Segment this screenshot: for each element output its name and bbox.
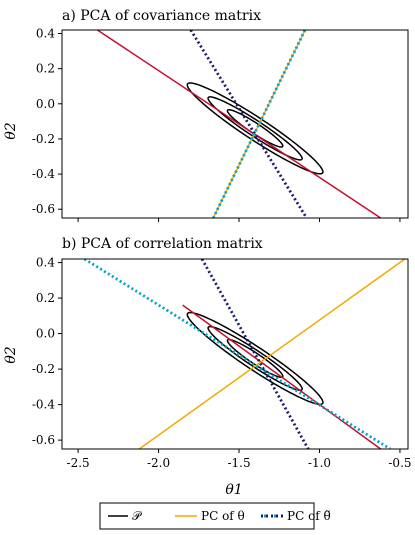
panel-covariance: a) PCA of covariance matrix θ2 0.4 0.2 0.0…: [3, 8, 409, 222]
x-tick-label: -1.0: [308, 456, 331, 470]
pc-theta-minor-line: [138, 259, 406, 449]
x-tick-label: -2.0: [147, 456, 170, 470]
legend-frame: [99, 502, 315, 530]
axes-frame: [61, 258, 409, 450]
plot-area: [96, 30, 382, 218]
y-tick-label: -0.2: [32, 362, 55, 376]
panel-b-title: b) PCA of correlation matrix: [62, 236, 263, 252]
y-tick-label: -0.2: [32, 132, 55, 146]
y-tick-label: 0.4: [36, 27, 55, 41]
panel-a-title: a) PCA of covariance matrix: [62, 8, 261, 24]
y-tick-label: -0.4: [32, 167, 56, 181]
panel-b-y-axis-label: θ2: [3, 346, 19, 363]
panel-b-x-axis-label: θ1: [225, 482, 242, 498]
panel-correlation: b) PCA of correlation matrix θ2 θ1 -2.5-…: [3, 236, 412, 498]
y-tick-label: -0.6: [32, 433, 55, 447]
panel-a-y-axis-label: θ2: [3, 122, 19, 139]
contour-ellipse-2: [207, 325, 303, 392]
pc-theta-major-line: [96, 30, 382, 218]
legend-label-p: 𝒫: [132, 509, 142, 523]
x-tick-label: -0.5: [388, 456, 411, 470]
y-tick-label: -0.4: [32, 398, 56, 412]
pc-theta-major-line: [182, 304, 382, 449]
y-tick-label: 0.2: [36, 62, 55, 76]
contour-ellipse-3: [226, 338, 284, 379]
legend-label-pc-theta: PC of θ: [201, 509, 245, 523]
contour-ellipse-1: [186, 82, 324, 175]
plot-area: [83, 259, 406, 449]
pc-theta-tilde-major-line: [189, 30, 308, 218]
pc-theta-tilde-minor-line: [83, 259, 392, 449]
y-tick-label: 0.0: [36, 327, 55, 341]
y-tick-label: -0.6: [32, 202, 55, 216]
contour-ellipse-1: [186, 311, 324, 406]
legend: 𝒫 PC of θ PC of θ̃: [99, 502, 331, 530]
axes-frame: [61, 29, 409, 219]
y-tick-label: 0.4: [36, 256, 55, 270]
pc-theta-minor-line: [212, 30, 306, 218]
pc-theta-tilde-major-line: [200, 259, 310, 449]
x-tick-label: -2.5: [67, 456, 90, 470]
y-tick-label: 0.2: [36, 291, 55, 305]
contour-ellipse-2: [207, 96, 303, 161]
y-tick-label: 0.0: [36, 97, 55, 111]
legend-label-pc-theta-tilde: PC of θ̃: [287, 509, 331, 523]
x-tick-label: -1.5: [227, 456, 250, 470]
contour-ellipse-3: [226, 108, 284, 148]
